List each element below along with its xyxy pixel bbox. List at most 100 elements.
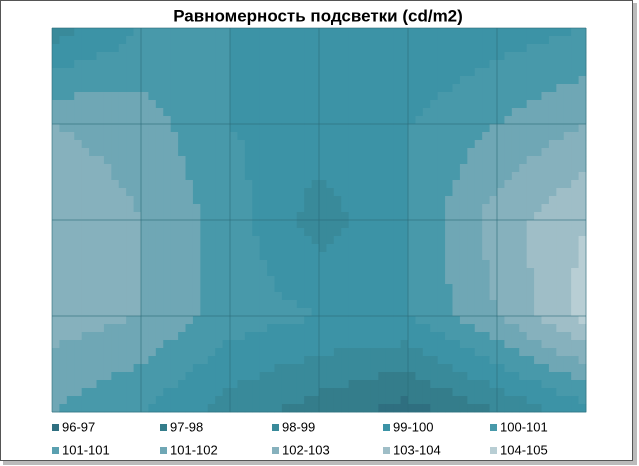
- contour-cell: [96, 284, 105, 293]
- contour-cell: [81, 188, 90, 197]
- contour-cell: [571, 52, 579, 61]
- contour-cell: [207, 172, 216, 181]
- contour-cell: [541, 124, 550, 133]
- contour-cell: [170, 140, 179, 149]
- contour-cell: [319, 180, 327, 189]
- contour-cell: [274, 332, 283, 341]
- contour-cell: [370, 220, 379, 229]
- contour-cell: [459, 76, 468, 85]
- contour-cell: [267, 92, 275, 101]
- contour-cell: [408, 324, 416, 333]
- contour-cell: [111, 28, 120, 37]
- contour-cell: [274, 140, 283, 149]
- contour-cell: [378, 188, 387, 197]
- contour-cell: [296, 188, 305, 197]
- contour-cell: [155, 332, 164, 341]
- contour-cell: [230, 284, 238, 293]
- contour-cell: [311, 92, 320, 101]
- contour-cell: [363, 348, 372, 357]
- contour-cell: [578, 52, 587, 61]
- contour-cell: [526, 308, 535, 317]
- contour-cell: [489, 156, 498, 165]
- contour-cell: [415, 364, 424, 373]
- contour-cell: [296, 332, 305, 341]
- contour-cell: [222, 36, 231, 45]
- contour-cell: [370, 52, 379, 61]
- contour-cell: [103, 196, 112, 205]
- contour-cell: [541, 204, 550, 213]
- contour-cell: [482, 164, 490, 173]
- contour-cell: [192, 116, 201, 125]
- contour-cell: [526, 140, 535, 149]
- contour-cell: [178, 60, 186, 69]
- contour-cell: [89, 292, 97, 301]
- contour-cell: [326, 364, 335, 373]
- contour-cell: [534, 164, 542, 173]
- contour-cell: [192, 308, 201, 317]
- contour-cell: [370, 300, 379, 309]
- contour-cell: [170, 348, 179, 357]
- contour-cell: [267, 44, 275, 53]
- contour-cell: [430, 172, 439, 181]
- contour-cell: [133, 28, 142, 37]
- contour-cell: [489, 172, 498, 181]
- contour-cell: [89, 212, 97, 221]
- contour-cell: [563, 300, 572, 309]
- contour-cell: [511, 388, 520, 397]
- contour-cell: [103, 156, 112, 165]
- contour-cell: [571, 388, 579, 397]
- contour-cell: [519, 404, 528, 413]
- contour-cell: [259, 220, 268, 229]
- contour-cell: [422, 340, 431, 349]
- contour-cell: [548, 372, 557, 381]
- contour-cell: [200, 60, 209, 69]
- contour-cell: [497, 284, 505, 293]
- contour-cell: [103, 36, 112, 45]
- contour-cell: [289, 364, 298, 373]
- contour-cell: [430, 60, 439, 69]
- contour-cell: [437, 84, 446, 93]
- contour-cell: [519, 52, 528, 61]
- contour-cell: [178, 236, 186, 245]
- contour-cell: [400, 380, 409, 389]
- contour-cell: [126, 172, 134, 181]
- contour-cell: [178, 148, 186, 157]
- contour-cell: [578, 92, 587, 101]
- contour-cell: [66, 268, 75, 277]
- contour-cell: [400, 276, 409, 285]
- contour-cell: [296, 284, 305, 293]
- contour-cell: [230, 28, 238, 37]
- contour-cell: [207, 340, 216, 349]
- contour-cell: [118, 28, 127, 37]
- contour-cell: [422, 28, 431, 37]
- contour-cell: [333, 404, 342, 413]
- contour-cell: [474, 348, 483, 357]
- contour-cell: [563, 228, 572, 237]
- contour-cell: [296, 308, 305, 317]
- contour-cell: [341, 124, 350, 133]
- contour-cell: [66, 28, 75, 37]
- contour-cell: [571, 348, 579, 357]
- contour-cell: [400, 284, 409, 293]
- contour-cell: [155, 268, 164, 277]
- contour-cell: [541, 132, 550, 141]
- contour-cell: [274, 348, 283, 357]
- contour-cell: [370, 44, 379, 53]
- contour-cell: [185, 68, 194, 77]
- contour-cell: [126, 388, 134, 397]
- contour-cell: [222, 156, 231, 165]
- contour-cell: [319, 196, 327, 205]
- contour-cell: [133, 132, 142, 141]
- contour-cell: [422, 116, 431, 125]
- contour-cell: [141, 348, 149, 357]
- contour-cell: [415, 244, 424, 253]
- contour-cell: [59, 148, 68, 157]
- contour-cell: [333, 60, 342, 69]
- contour-cell: [363, 44, 372, 53]
- contour-cell: [482, 260, 490, 269]
- contour-cell: [445, 244, 453, 253]
- contour-cell: [89, 196, 97, 205]
- contour-cell: [59, 156, 68, 165]
- contour-cell: [274, 396, 283, 405]
- contour-cell: [96, 68, 105, 77]
